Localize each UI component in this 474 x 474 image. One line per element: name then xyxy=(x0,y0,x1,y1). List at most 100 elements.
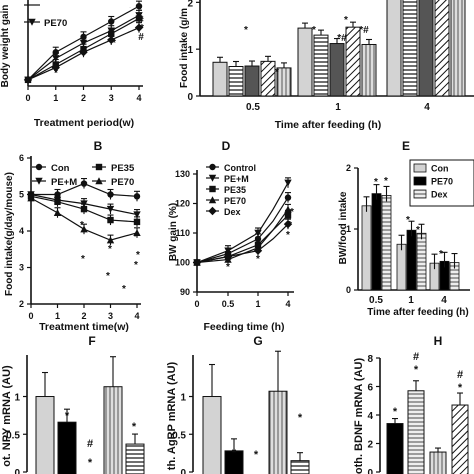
significance-mark: * xyxy=(374,177,378,188)
bar xyxy=(402,0,418,97)
legend-swatch xyxy=(413,176,427,186)
data-point xyxy=(107,35,116,45)
y-axis-title: BW gain (%) xyxy=(168,203,179,261)
data-point xyxy=(253,246,263,255)
significance-mark: * xyxy=(275,67,279,78)
x-tick-label: 4 xyxy=(285,299,290,309)
panel-label: E xyxy=(402,139,410,153)
x-tick-label: 0.5 xyxy=(222,299,235,309)
x-tick-label: 4 xyxy=(136,93,141,103)
significance-mark: * xyxy=(298,412,303,424)
bar xyxy=(202,396,222,474)
data-point xyxy=(80,180,88,187)
y-tick-label: 4 xyxy=(367,411,373,422)
significance-mark: * xyxy=(108,244,112,255)
significance-mark: * xyxy=(106,271,110,282)
data-point xyxy=(54,198,61,205)
data-point xyxy=(224,247,232,255)
significance-mark: * xyxy=(244,25,248,36)
y-axis-title: Body weight gain xyxy=(0,5,11,88)
data-point xyxy=(284,179,292,187)
data-point xyxy=(133,211,141,219)
x-tick-label: 4 xyxy=(441,295,447,306)
significance-mark: * xyxy=(134,232,138,243)
legend-label: Dex xyxy=(431,190,448,200)
y-axis-title: th. AgRP mRNA (AU) xyxy=(166,361,178,470)
x-axis-title: Treatment time(w) xyxy=(39,321,129,333)
legend-marker xyxy=(208,174,217,182)
data-point xyxy=(133,229,141,237)
x-tick-label: 4 xyxy=(424,102,430,113)
legend-label: PE35 xyxy=(224,185,246,195)
significance-mark: * xyxy=(256,254,260,265)
data-point xyxy=(23,75,33,85)
data-point xyxy=(223,252,233,261)
significance-mark: * xyxy=(112,38,116,49)
x-tick-label: 0.5 xyxy=(369,295,383,306)
legend-label: Dex xyxy=(224,207,241,217)
spacer: x xyxy=(130,7,131,9)
x-axis-title: Time after feeding (h) xyxy=(275,119,382,131)
significance-mark: * xyxy=(111,27,115,38)
bar xyxy=(244,65,260,97)
significance-mark: * xyxy=(290,207,294,218)
bar xyxy=(57,421,77,474)
significance-mark: * xyxy=(416,225,420,236)
data-point xyxy=(80,33,87,41)
data-point xyxy=(80,205,88,213)
x-tick-label: 2 xyxy=(81,93,86,103)
panel-label: H xyxy=(434,334,443,348)
y-tick-label: 4 xyxy=(19,226,24,236)
y-tick-label: 130 xyxy=(175,169,190,179)
data-point xyxy=(107,216,114,224)
legend-label: PE+M xyxy=(224,174,249,184)
significance-mark: * xyxy=(83,45,87,56)
bar xyxy=(450,0,466,97)
significance-mark: * xyxy=(393,406,398,418)
legend-label: PE70 xyxy=(224,196,246,206)
legend-marker xyxy=(35,163,43,171)
significance-mark: * xyxy=(80,220,84,231)
x-axis-title: Time after feeding (h) xyxy=(367,307,469,318)
data-point xyxy=(80,225,88,233)
significance-mark: * xyxy=(65,410,70,422)
panel-label: G xyxy=(253,334,262,348)
y-tick-label: 2 xyxy=(19,299,24,309)
y-tick-label: 1 xyxy=(187,45,193,56)
y-tick-label: 2 xyxy=(346,163,351,173)
y-axis-title: ot. NPY mRNA (AU) xyxy=(1,365,13,467)
y-tick-label: 0 xyxy=(367,468,373,474)
x-tick-label: 0 xyxy=(28,311,33,321)
y-tick-label: 6 xyxy=(367,383,373,394)
y-tick-label: 110 xyxy=(175,228,190,238)
legend-marker xyxy=(209,163,216,171)
y-tick-label: 90 xyxy=(180,287,190,297)
data-point xyxy=(106,236,115,244)
significance-mark: * xyxy=(54,68,58,79)
y-tick-label: 0 xyxy=(346,285,351,295)
data-point xyxy=(133,193,141,200)
data-point xyxy=(254,235,262,243)
legend-marker xyxy=(208,196,217,204)
bar xyxy=(416,232,427,291)
significance-mark: * xyxy=(254,449,259,461)
data-point xyxy=(134,23,144,32)
data-point xyxy=(108,30,115,37)
bar xyxy=(386,423,404,474)
x-tick-label: 0 xyxy=(194,299,199,309)
data-point xyxy=(52,49,59,56)
data-point xyxy=(192,258,202,267)
data-point xyxy=(51,63,60,72)
bar xyxy=(260,60,276,97)
bar xyxy=(125,443,145,474)
legend-label: PE70 xyxy=(431,177,453,187)
bar xyxy=(371,193,382,291)
legend-label: Control xyxy=(224,163,256,173)
significance-mark: * xyxy=(122,284,126,295)
bar xyxy=(313,34,329,97)
bar xyxy=(386,0,402,97)
data-point xyxy=(133,218,141,226)
significance-mark: * xyxy=(288,220,292,231)
bar xyxy=(361,205,372,291)
